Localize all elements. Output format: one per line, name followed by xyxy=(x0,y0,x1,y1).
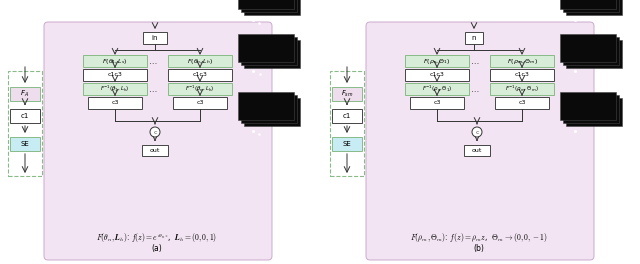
Bar xyxy=(563,0,619,12)
FancyBboxPatch shape xyxy=(366,22,594,260)
Bar xyxy=(563,95,619,123)
Bar xyxy=(490,55,554,67)
Bar xyxy=(332,137,362,151)
Bar xyxy=(143,32,167,44)
Text: SE: SE xyxy=(342,141,351,147)
Bar xyxy=(238,0,294,9)
Text: $F(\rho_s, \Theta_1)$: $F(\rho_s, \Theta_1)$ xyxy=(423,56,451,65)
Bar xyxy=(464,145,490,156)
Text: c3: c3 xyxy=(433,101,441,106)
Bar xyxy=(566,40,622,68)
Text: in: in xyxy=(152,35,158,41)
Bar xyxy=(10,137,40,151)
Bar xyxy=(83,55,147,67)
Bar xyxy=(241,95,297,123)
Text: c: c xyxy=(153,130,157,134)
Text: c1c3: c1c3 xyxy=(108,73,122,78)
Bar xyxy=(566,0,622,15)
Bar xyxy=(83,83,147,95)
Text: c1: c1 xyxy=(343,113,351,119)
Text: $F_{sm}$: $F_{sm}$ xyxy=(340,89,353,99)
Text: out: out xyxy=(472,148,482,153)
FancyBboxPatch shape xyxy=(44,22,272,260)
Bar xyxy=(168,69,232,81)
Text: c: c xyxy=(476,130,479,134)
Text: $F(\rho_m, \Theta_m)$: $F(\rho_m, \Theta_m)$ xyxy=(507,56,538,65)
Bar xyxy=(410,97,464,109)
Bar xyxy=(244,0,300,15)
Text: $F^{-1}(\theta_1, L_h)$: $F^{-1}(\theta_1, L_h)$ xyxy=(100,84,130,94)
Bar xyxy=(168,83,232,95)
Bar xyxy=(244,98,300,126)
Bar xyxy=(241,0,297,12)
Bar xyxy=(10,109,40,123)
Bar xyxy=(244,40,300,68)
Bar xyxy=(560,0,616,9)
Text: $\cdots$: $\cdots$ xyxy=(470,56,480,65)
Bar xyxy=(238,92,294,120)
Text: $F^{-1}(\rho_s, \Theta_1)$: $F^{-1}(\rho_s, \Theta_1)$ xyxy=(422,84,452,94)
Bar xyxy=(332,109,362,123)
Bar xyxy=(173,97,227,109)
Text: $F(\theta_1, L_s)$: $F(\theta_1, L_s)$ xyxy=(102,56,128,65)
Text: c1c3: c1c3 xyxy=(193,73,207,78)
Bar xyxy=(238,34,294,62)
Text: (b): (b) xyxy=(474,243,484,252)
Text: c1: c1 xyxy=(21,113,29,119)
Bar xyxy=(168,55,232,67)
Bar xyxy=(332,87,362,101)
Bar xyxy=(405,55,469,67)
Bar xyxy=(405,69,469,81)
Text: $\cdots$: $\cdots$ xyxy=(148,56,157,65)
Text: $F^{-1}(\theta_n, L_h)$: $F^{-1}(\theta_n, L_h)$ xyxy=(185,84,215,94)
Bar xyxy=(83,69,147,81)
Circle shape xyxy=(150,127,160,137)
Text: c1c3: c1c3 xyxy=(429,73,444,78)
Bar xyxy=(8,71,42,176)
Text: c3: c3 xyxy=(518,101,525,106)
Circle shape xyxy=(472,127,482,137)
Bar xyxy=(490,83,554,95)
Text: $\cdots$: $\cdots$ xyxy=(148,84,157,93)
Bar xyxy=(88,97,142,109)
Text: $F_A$: $F_A$ xyxy=(20,89,29,99)
Text: $F(\theta_n, \boldsymbol{L}_h)$: $f(z) = e^{i\theta_n z}$,  $\boldsymbol{L}_h = : $F(\theta_n, \boldsymbol{L}_h)$: $f(z) =… xyxy=(97,232,218,244)
Text: SE: SE xyxy=(20,141,29,147)
Bar xyxy=(330,71,364,176)
Bar xyxy=(560,92,616,120)
Text: c1c3: c1c3 xyxy=(515,73,529,78)
Bar xyxy=(241,37,297,65)
Bar xyxy=(566,98,622,126)
Bar xyxy=(10,87,40,101)
Bar xyxy=(142,145,168,156)
Text: c3: c3 xyxy=(111,101,119,106)
Text: $\cdots$: $\cdots$ xyxy=(470,84,480,93)
Text: $F^{-1}(\rho_m, \Theta_m)$: $F^{-1}(\rho_m, \Theta_m)$ xyxy=(505,84,539,94)
Bar xyxy=(563,37,619,65)
Bar xyxy=(405,83,469,95)
Text: out: out xyxy=(150,148,160,153)
Bar xyxy=(560,34,616,62)
Text: n: n xyxy=(472,35,476,41)
Bar xyxy=(490,69,554,81)
Text: $F(\rho_m, \Theta_m)$: $f(z) = \rho_m z$,  $\Theta_m \to (0,0,-1)$: $F(\rho_m, \Theta_m)$: $f(z) = \rho_m z$… xyxy=(410,232,548,244)
Bar xyxy=(495,97,549,109)
Text: $F(\theta_n, L_h)$: $F(\theta_n, L_h)$ xyxy=(187,56,213,65)
Text: (a): (a) xyxy=(152,243,163,252)
Bar xyxy=(465,32,483,44)
Text: c3: c3 xyxy=(196,101,204,106)
